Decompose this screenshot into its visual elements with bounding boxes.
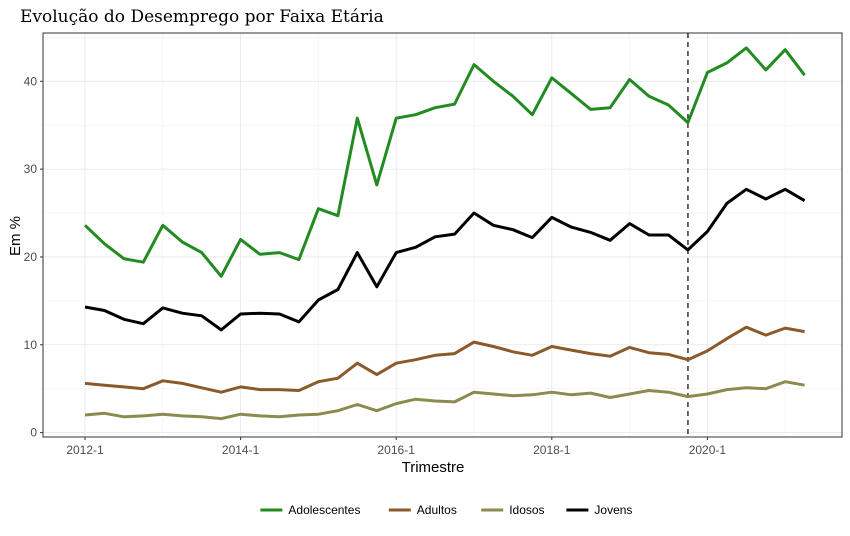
y-tick-label: 30: [24, 162, 38, 176]
legend-item-jovens: Jovens: [566, 503, 632, 517]
legend-item-adultos: Adultos: [388, 503, 457, 517]
chart-title: Evolução do Desemprego por Faixa Etária: [20, 7, 384, 27]
x-tick-label: 2020-1: [689, 443, 727, 457]
legend-item-idosos: Idosos: [481, 503, 545, 517]
y-tick-label: 40: [24, 74, 38, 88]
x-tick-label: 2016-1: [378, 443, 416, 457]
legend: Adolescentes Adultos Idosos Jovens: [260, 503, 632, 517]
legend-label: Jovens: [594, 503, 632, 517]
grid-lines: [43, 33, 842, 437]
x-tick-label: 2018-1: [533, 443, 571, 457]
legend-label: Idosos: [509, 503, 544, 517]
legend-label: Adultos: [417, 503, 457, 517]
y-tick-label: 0: [30, 426, 37, 440]
x-tick-label: 2012-1: [66, 443, 104, 457]
legend-item-adolescentes: Adolescentes: [260, 503, 360, 517]
series-line-jovens: [84, 187, 806, 332]
x-tick-label: 2014-1: [222, 443, 260, 457]
series-line-idosos: [84, 380, 805, 421]
y-tick-label: 10: [24, 338, 38, 352]
y-axis: 0 10 20 30 40: [24, 74, 43, 440]
y-axis-title: Em %: [7, 216, 24, 256]
legend-label: Adolescentes: [288, 503, 360, 517]
plot-panel-border: [42, 32, 843, 438]
series-line-adolescentes: [83, 46, 806, 278]
x-axis: 2012-1 2014-1 2016-1 2018-1 2020-1: [66, 437, 726, 457]
y-tick-label: 20: [24, 250, 38, 264]
series-layer: [83, 46, 806, 421]
series-line-adultos: [84, 325, 805, 394]
x-axis-title: Trimestre: [402, 459, 465, 476]
